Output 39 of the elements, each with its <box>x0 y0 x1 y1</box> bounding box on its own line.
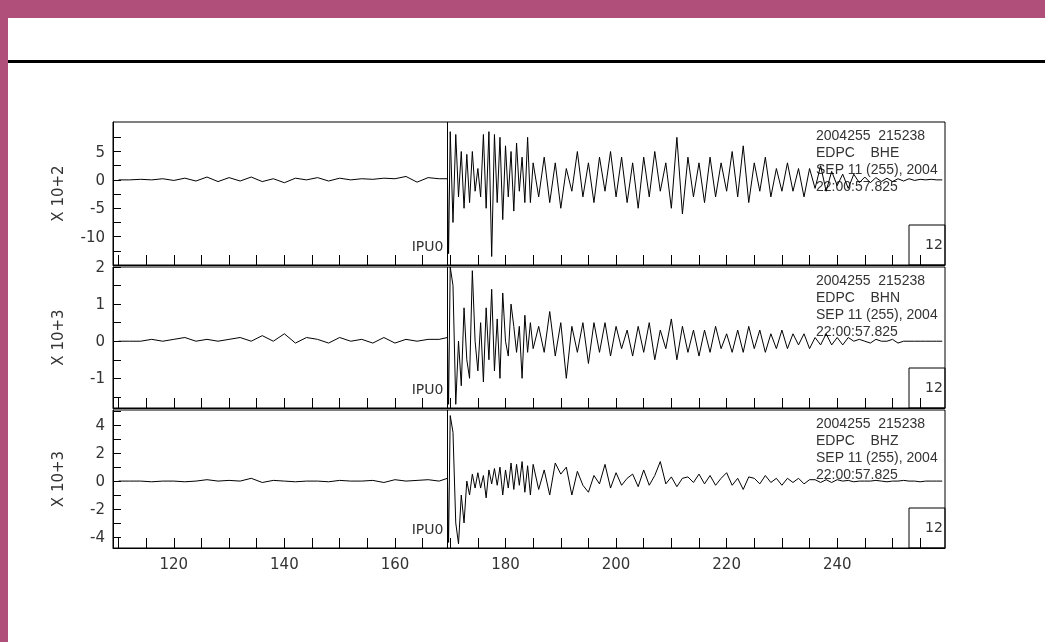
annotation: 2004255 215238 <box>816 127 926 143</box>
y-tick-label: 5 <box>95 142 105 161</box>
y-axis-title: X 10+2 <box>48 165 67 222</box>
x-tick-label: 180 <box>491 554 520 573</box>
annotation: 12 <box>925 379 943 395</box>
x-tick-label: 140 <box>270 554 299 573</box>
y-tick-label: 1 <box>95 295 105 314</box>
y-tick-label: 0 <box>95 332 105 351</box>
annotation: 2004255 215238 <box>816 272 926 288</box>
annotation: 22:00:57.825 <box>816 466 898 482</box>
y-axis-title: X 10+3 <box>48 450 67 508</box>
annotation: EDPC BHN <box>816 289 901 305</box>
x-tick-label: 120 <box>159 554 189 573</box>
y-tick-label: -4 <box>90 527 105 546</box>
y-tick-label: 2 <box>95 444 105 463</box>
annotation: 12 <box>925 236 943 252</box>
y-tick-label: 4 <box>95 416 105 435</box>
y-tick-label: -2 <box>90 499 105 518</box>
annotation: SEP 11 (255), 2004 <box>816 306 938 322</box>
x-tick-label: 220 <box>712 554 741 573</box>
x-tick-label: 240 <box>822 554 852 573</box>
x-tick-label: 200 <box>601 554 631 573</box>
ref-line-label: IPU0 <box>411 381 444 397</box>
annotation: 12 <box>925 519 943 535</box>
ref-line-label: IPU0 <box>411 521 444 537</box>
y-axis-title: X 10+3 <box>48 309 67 366</box>
y-tick-label: -5 <box>90 199 105 218</box>
y-tick-label: 0 <box>95 170 105 189</box>
ref-line-label: IPU0 <box>411 238 444 254</box>
annotation: 22:00:57.825 <box>816 323 898 339</box>
annotation: EDPC BHZ <box>816 432 899 448</box>
x-tick-label: 160 <box>380 554 410 573</box>
y-tick-label: -10 <box>80 227 105 246</box>
y-tick-label: 0 <box>95 472 105 491</box>
annotation: 2004255 215238 <box>816 415 926 431</box>
annotation: SEP 11 (255), 2004 <box>816 449 938 465</box>
y-tick-label: 2 <box>95 258 105 276</box>
annotation: EDPC BHE <box>816 144 900 160</box>
y-tick-label: -1 <box>90 369 105 388</box>
